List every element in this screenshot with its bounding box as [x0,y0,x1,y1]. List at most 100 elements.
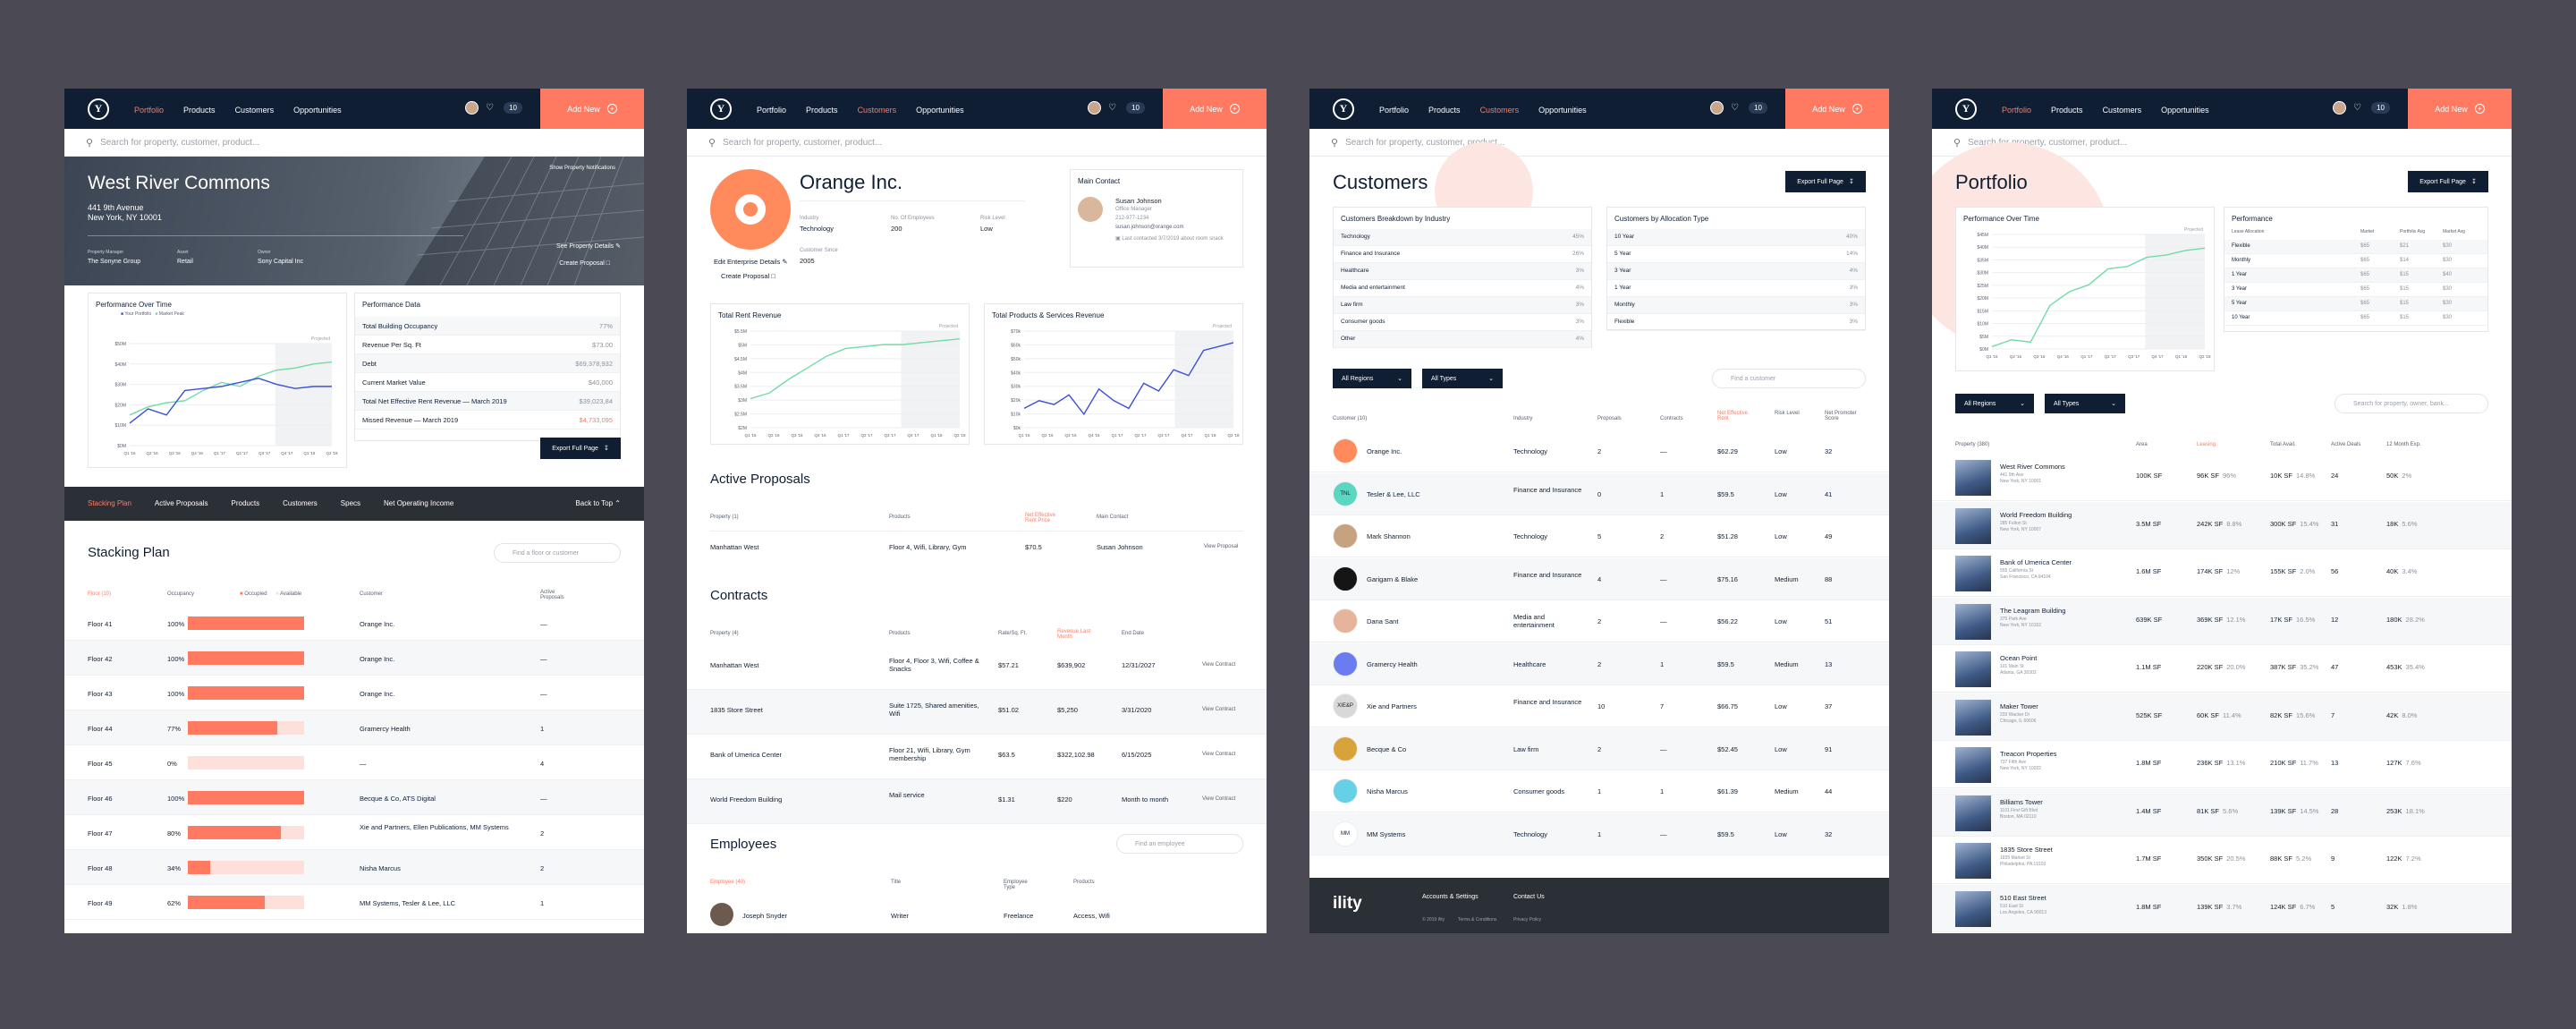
footer-privacy[interactable]: Privacy Policy [1513,917,1542,923]
emp-col-employee[interactable]: Employee (40) [710,880,746,885]
view-proposal-link[interactable]: View Proposal [1204,544,1239,549]
ct-col-property[interactable]: Property (4) [710,631,739,636]
property-row[interactable]: Treacon Properties 737 Fifth Ave New York,… [1932,741,2512,788]
nav-products[interactable]: Products [806,105,838,115]
property-col-5[interactable]: 12 Month Exp. [2386,442,2421,447]
property-row[interactable]: West River Commons 441 9th Ave New York, N… [1932,454,2512,501]
property-row[interactable]: 1835 Store Street 1835 Market St Philadelp… [1932,837,2512,884]
bell-icon[interactable]: ♡ [1108,102,1117,113]
nav-customers[interactable]: Customers [234,105,275,115]
customer-col-0[interactable]: Customer (10) [1333,416,1368,421]
footer-terms[interactable]: Terms & Conditions [1458,917,1497,923]
customer-name[interactable]: Garigarn & Blake [1367,574,1419,583]
floor-customer[interactable]: MM Systems, Tesler & Lee, LLC [360,899,455,907]
customer-row[interactable]: Gramercy Health Healthcare 2 1 $59.5 Medium 13 [1309,642,1889,685]
global-search[interactable]: ⚲ Search for property, customer, product.… [687,129,1267,157]
ap-property[interactable]: Manhattan West [710,543,759,551]
ct-col-revenue[interactable]: Revenue Last Month [1057,629,1091,640]
customer-row[interactable]: TNL Tesler & Lee, LLC Finance and Insuranc… [1309,472,1889,515]
property-row[interactable]: World Freedom Building 285 Fulton St New Y… [1932,501,2512,549]
customer-row[interactable]: Garigarn & Blake Finance and Insurance 4 — $… [1309,557,1889,600]
customer-name[interactable]: Dana Sant [1367,617,1399,625]
customer-col-2[interactable]: Proposals [1597,416,1622,421]
view-contract-link[interactable]: View Contract [1202,707,1236,712]
customer-row[interactable]: Dana Sant Media and entertainment 2 — $56.22… [1309,600,1889,642]
nav-customers[interactable]: Customers [2102,105,2142,115]
stack-row[interactable]: Floor 49 62% MM Systems, Tesler & Lee, LLC… [64,885,644,920]
stack-row[interactable]: Floor 45 0% — 4 [64,745,644,780]
property-name[interactable]: World Freedom Building [2000,510,2072,519]
property-name[interactable]: 510 East Street [2000,893,2046,902]
nav-opportunities[interactable]: Opportunities [1538,105,1587,115]
view-contract-link[interactable]: View Contract [1202,662,1236,668]
nav-opportunities[interactable]: Opportunities [916,105,964,115]
ct-col-products[interactable]: Products [889,631,911,636]
customer-name[interactable]: Becque & Co [1367,744,1407,753]
nav-portfolio[interactable]: Portfolio [757,105,787,115]
customer-col-5[interactable]: Risk Level [1775,411,1800,416]
nav-portfolio[interactable]: Portfolio [1379,105,1410,115]
footer-link-accounts[interactable]: Accounts & Settings [1422,894,1479,900]
stack-row[interactable]: Floor 42 100% Orange Inc. — [64,641,644,676]
customer-name[interactable]: Xie and Partners [1367,702,1417,710]
customer-col-6[interactable]: Net Promoter Score [1825,411,1857,421]
user-avatar[interactable] [2333,101,2347,115]
property-col-0[interactable]: Property (380) [1955,442,1990,447]
emp-col-type[interactable]: Employee Type [1004,880,1028,890]
ap-col-products[interactable]: Products [889,514,911,520]
export-full-page-button[interactable]: Export Full Page ↧ [540,438,621,459]
customer-name[interactable]: Gramercy Health [1367,659,1418,668]
customer-name[interactable]: Orange Inc. [1367,447,1402,455]
col-floor[interactable]: Floor (10) [88,591,112,597]
customer-row[interactable]: Becque & Co Law firm 2 — $52.45 Low 91 [1309,727,1889,770]
regions-filter[interactable]: All Regions ⌄ [1955,394,2034,413]
customer-row[interactable]: MM MM Systems Technology 1 — $59.5 Low 32 [1309,812,1889,855]
col-customer[interactable]: Customer [360,591,384,597]
property-name[interactable]: Bank of Umerica Center [2000,558,2072,566]
stack-row[interactable]: Floor 46 100% Becque & Co, ATS Digital — [64,780,644,815]
customer-name[interactable]: MM Systems [1367,829,1406,838]
property-name[interactable]: 1835 Store Street [2000,846,2053,854]
user-avatar[interactable] [1710,101,1724,115]
floor-customer[interactable]: Orange Inc. [360,655,395,663]
customer-row[interactable]: Mark Shannon Technology 5 2 $51.28 Low 49 [1309,515,1889,557]
property-notifications-link[interactable]: Show Property Notifications [549,166,615,171]
stack-row[interactable]: Floor 47 80% Xie and Partners, Ellen Publi… [64,815,644,850]
find-employee-input[interactable]: Find an employee [1116,834,1243,854]
nav-products[interactable]: Products [183,105,216,115]
contact-email[interactable]: susan.johnson@orange.com [1115,225,1184,230]
customer-row[interactable]: XIE&P Xie and Partners Finance and Insuran… [1309,685,1889,727]
ct-col-rate[interactable]: Rate/Sq. Ft. [998,631,1028,636]
nav-opportunities[interactable]: Opportunities [293,105,342,115]
footer-logo[interactable]: ility [1333,894,1362,913]
floor-customer[interactable]: Orange Inc. [360,620,395,628]
app-logo[interactable]: Y [1955,98,1977,120]
property-search-input[interactable]: Search for property, owner, bank... [2334,394,2488,413]
nav-portfolio[interactable]: Portfolio [134,105,165,115]
back-to-top-link[interactable]: Back to Top ⌃ [575,499,621,507]
view-contract-link[interactable]: View Contract [1202,796,1236,802]
property-col-3[interactable]: Total Avail. [2270,442,2296,447]
nav-portfolio[interactable]: Portfolio [2002,105,2032,115]
customer-name[interactable]: Tesler & Lee, LLC [1367,489,1420,498]
global-search[interactable]: ⚲ Search for property, customer, product.… [1309,129,1889,157]
contract-row[interactable]: Bank of Umerica Center Floor 21, Wifi, Li… [687,735,1267,779]
nav-customers[interactable]: Customers [857,105,897,115]
find-floor-input[interactable]: Find a floor or customer [494,543,621,563]
customer-row[interactable]: Nisha Marcus Consumer goods 1 1 $61.39 Medium… [1309,770,1889,812]
nav-products[interactable]: Products [1428,105,1461,115]
bell-icon[interactable]: ♡ [2353,102,2362,113]
customer-col-4[interactable]: Net Effective Rent [1717,411,1748,421]
customer-col-3[interactable]: Contracts [1660,416,1683,421]
add-new-button[interactable]: Add New + [1785,89,1889,129]
floor-customer[interactable]: Becque & Co, ATS Digital [360,795,436,803]
contract-property[interactable]: Manhattan West [710,661,759,669]
section-tab-5[interactable]: Net Operating Income [384,499,454,507]
user-avatar[interactable] [1088,101,1102,115]
types-filter[interactable]: All Types ⌄ [2045,394,2125,413]
app-logo[interactable]: Y [1333,98,1354,120]
floor-customer[interactable]: Orange Inc. [360,690,395,698]
view-contract-link[interactable]: View Contract [1202,752,1236,757]
floor-customer[interactable]: Nisha Marcus [360,864,401,872]
section-tab-3[interactable]: Customers [283,499,318,507]
